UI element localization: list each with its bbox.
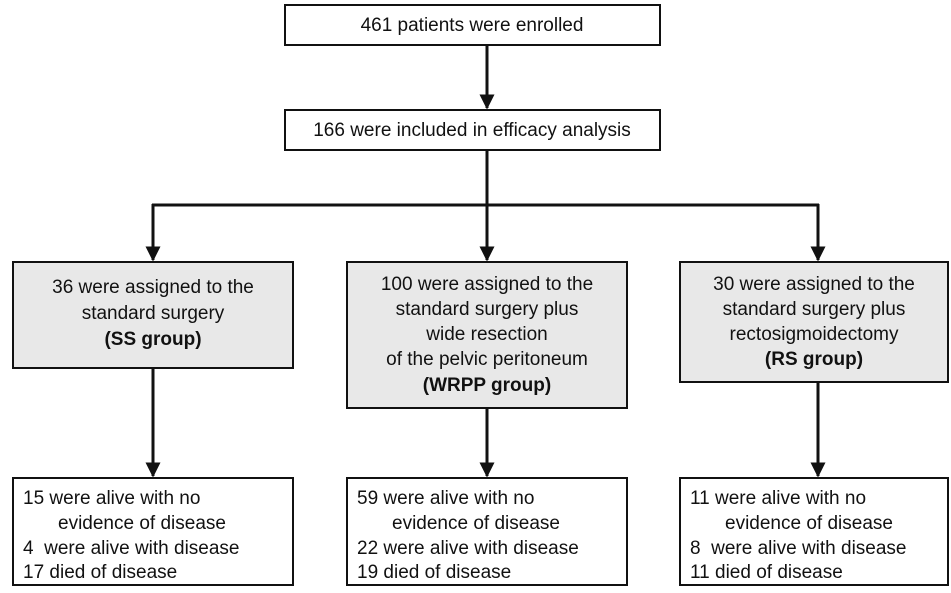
group-text: 30 were assigned to the [713,274,915,295]
connectors [145,45,826,478]
outcome-text: 22 were alive with disease [357,538,579,559]
outcome-text: evidence of disease [392,513,560,534]
group-name: (WRPP group) [423,375,551,396]
group-text: of the pelvic peritoneum [386,349,588,370]
group-text: 36 were assigned to the [52,277,254,298]
node-box [284,4,661,46]
group-name: (SS group) [104,329,201,350]
group-name: (RS group) [765,349,863,370]
group-text: rectosigmoidectomy [730,324,899,345]
group-box [679,261,949,383]
outcome-text: 59 were alive with no [357,488,534,509]
outcome-box [679,477,949,586]
outcome-text: 17 died of disease [23,562,177,583]
outcome-text: evidence of disease [725,513,893,534]
outcome-text: 11 died of disease [690,562,843,583]
group-text: wide resection [425,324,547,345]
group-text: standard surgery [82,303,225,324]
outcome-text: evidence of disease [58,513,226,534]
node-label: 461 patients were enrolled [361,15,584,36]
group-box [346,261,628,409]
outcome-text: 4 were alive with disease [23,538,240,559]
group-box [12,261,294,369]
node-label: 166 were included in efficacy analysis [313,120,631,141]
outcome-box [12,477,294,586]
group-text: 100 were assigned to the [381,274,593,295]
outcome-text: 19 died of disease [357,562,511,583]
group-text: standard surgery plus [396,299,579,320]
outcome-text: 15 were alive with no [23,488,200,509]
node-box [284,109,661,151]
outcome-box [346,477,628,586]
group-text: standard surgery plus [723,299,906,320]
outcome-text: 8 were alive with disease [690,538,907,559]
outcome-text: 11 were alive with no [690,488,866,509]
